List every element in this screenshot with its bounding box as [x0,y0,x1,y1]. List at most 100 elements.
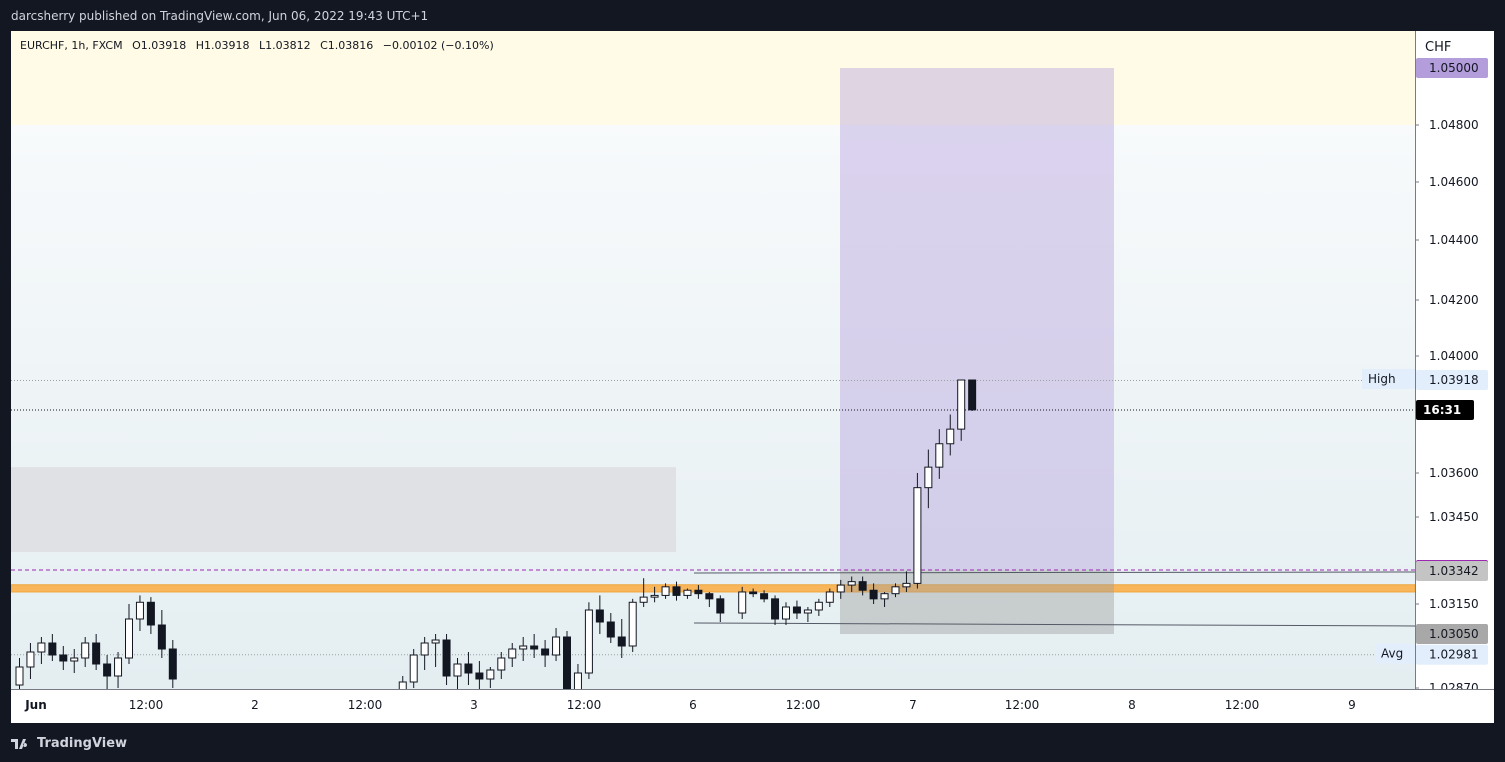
candle-up [409,654,418,683]
price-label-text-countdown: 16:31 [1423,403,1461,417]
candle-down [48,642,57,656]
zone-upper-supply [11,31,1415,125]
candle-up [891,586,900,595]
candle-down [858,581,867,591]
candle-up [584,609,593,674]
legend-close: C1.03816 [320,39,374,52]
x-tick-label: 12:00 [1225,698,1260,712]
y-tick-label: 1.03450 [1429,510,1479,524]
candle-up [880,593,889,600]
price-label-avg [1416,644,1488,665]
x-tick-label: 8 [1128,698,1136,712]
legend-low: L1.03812 [259,39,311,52]
candle-down [563,636,571,692]
candle-down [694,589,703,595]
y-tick-label: 1.03600 [1429,466,1479,480]
candle-down [595,609,604,623]
x-tick-label: 12:00 [129,698,164,712]
candle-up [37,642,46,653]
chart-frame[interactable]: CHF 1.04800 1.04600 1.04400 1.04200 1.04000 1.… [11,31,1494,723]
price-tag-high: High [1368,372,1396,386]
price-label-text-high: 1.03918 [1429,373,1479,387]
candle-down [157,624,166,650]
candle-down [672,586,681,596]
chart-svg[interactable]: CHF 1.04800 1.04600 1.04400 1.04200 1.04000 1.… [11,31,1494,723]
x-tick-label: Jun [24,698,47,712]
price-tag-avg: Avg [1381,647,1403,661]
legend-open: O1.03918 [132,39,187,52]
candle-up [453,663,462,677]
price-label-countdown [1416,400,1474,420]
price-label-level [1416,561,1488,581]
range-bottom-line [693,622,1416,627]
candle-down [442,639,451,677]
price-tag-bg-avg [1375,643,1415,664]
candle-up [803,609,812,614]
candle-down [168,648,177,680]
symbol-legend: EURCHF, 1h, FXCM O1.03918 H1.03918 L1.03… [20,39,500,52]
range-top-line [693,571,1416,574]
y-tick-label: 1.03150 [1429,597,1479,611]
candle-down [475,672,484,680]
x-tick-label: 12:00 [348,698,383,712]
x-tick-label: 6 [689,698,697,712]
zone-grey-supply [11,467,676,552]
time-scale-background [11,689,1494,723]
candle-down [760,593,769,600]
candle-up [70,657,79,662]
x-tick-label: 3 [470,698,478,712]
candle-up [519,645,528,650]
y-tick-label: 1.04600 [1429,175,1479,189]
long-position-profit-zone [840,68,1114,570]
candle-up [26,651,35,668]
candle-down [771,598,780,620]
candle-down [968,379,977,411]
candle-up [628,601,637,647]
candle-down [749,591,758,595]
candle-up [957,379,966,430]
candle-down [146,601,155,626]
candle-up [81,642,90,659]
zone-orange-key-level [11,584,1416,593]
candle-down [792,606,801,614]
candle-up [661,586,670,596]
price-tag-bg-high [1362,369,1415,389]
tradingview-brand[interactable]: TradingView [11,736,127,751]
x-tick-label: 7 [909,698,917,712]
candle-down [716,598,725,614]
candle-up [913,487,922,584]
price-label-target [1416,58,1488,78]
candle-up [420,642,429,656]
price-label-text-target: 1.05000 [1429,61,1479,75]
candle-up [486,669,495,680]
y-tick-label: 1.04400 [1429,233,1479,247]
price-label-text-stop: 1.03050 [1429,627,1479,641]
candle-up [814,601,823,611]
candle-down [92,642,101,665]
candle-down [617,636,626,647]
legend-symbol: EURCHF, 1h, FXCM [20,39,123,52]
plot-background [11,31,1415,689]
y-tick-label: 1.04200 [1429,293,1479,307]
footer-bar: TradingView [0,728,1505,762]
x-tick-label: 12:00 [567,698,602,712]
candle-down [59,654,68,662]
candle-down [705,593,714,600]
candle-up [902,582,911,588]
candle-up [650,594,659,598]
x-tick-label: 2 [251,698,259,712]
candle-up [738,591,747,614]
candle-up [497,657,506,671]
candle-up [431,639,440,644]
price-label-text-level: 1.03342 [1429,564,1479,578]
candle-up [836,584,845,593]
candle-up [683,589,692,596]
x-tick-label: 12:00 [786,698,821,712]
price-label-text-avg: 1.02981 [1429,648,1479,662]
price-label-high [1416,370,1488,390]
x-tick-label: 12:00 [1005,698,1040,712]
candle-up [782,606,790,620]
currency-label: CHF [1425,40,1451,55]
candle-down [103,663,112,677]
candle-up [114,657,123,677]
